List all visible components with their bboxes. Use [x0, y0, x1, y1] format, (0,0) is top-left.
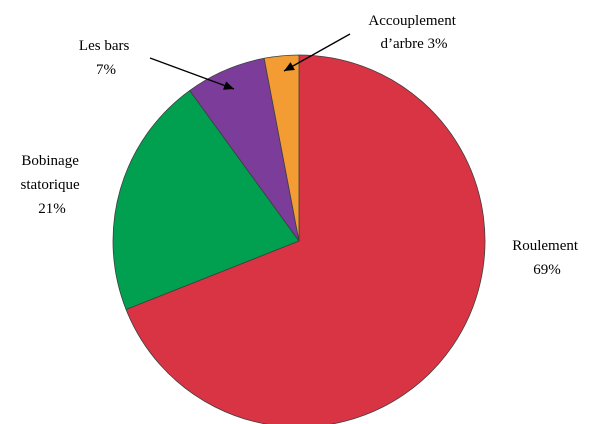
pie-slices	[112, 54, 486, 424]
slice-label-accouplement-line2: d’arbre 3%	[380, 36, 447, 52]
pie-slice-roulement	[125, 54, 486, 424]
slice-label-roulement-name: Roulement	[512, 238, 579, 254]
slice-label-accouplement-line1: Accouplement	[368, 13, 456, 29]
slice-label-roulement-percent: 69%	[533, 262, 561, 278]
leader-lines	[149, 33, 351, 90]
slice-label-bobinage-line1: Bobinage	[21, 153, 79, 169]
slice-label-les-bars: Les bars 7%	[79, 38, 133, 78]
slice-label-bobinage: Bobinage statorique 21%	[21, 153, 84, 217]
slice-label-les-bars-percent: 7%	[96, 62, 116, 78]
slice-label-roulement: Roulement 69%	[512, 238, 582, 278]
slice-label-les-bars-name: Les bars	[79, 38, 130, 54]
slice-label-bobinage-percent: 21%	[38, 201, 66, 217]
pie-slice-accouplement-arbre	[263, 54, 300, 242]
pie-slice-bobinage-statorique	[112, 89, 300, 310]
slice-label-accouplement: Accouplement d’arbre 3%	[368, 13, 459, 52]
leader-arrow-accouplement	[283, 33, 351, 72]
leader-arrow-les-bars	[149, 57, 235, 90]
slice-label-bobinage-line2: statorique	[21, 177, 80, 193]
